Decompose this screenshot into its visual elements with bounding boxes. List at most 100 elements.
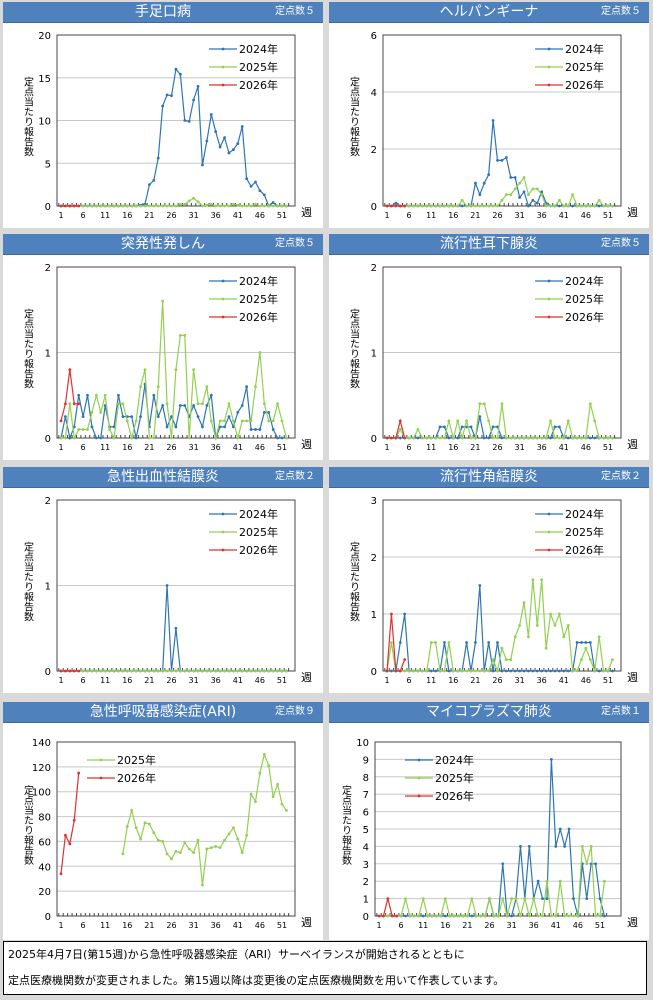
x-axis-label: 週 xyxy=(627,206,638,219)
data-point xyxy=(398,428,402,431)
legend-label: 2024年 xyxy=(565,507,604,521)
data-point xyxy=(285,669,288,673)
data-point xyxy=(285,808,288,812)
y-tick-label: 10 xyxy=(356,738,369,749)
data-point xyxy=(77,402,81,406)
data-point xyxy=(404,914,407,918)
x-tick-label: 21 xyxy=(462,921,472,930)
series-line xyxy=(386,613,406,672)
sites-count: 定点数５ xyxy=(601,238,641,249)
data-point xyxy=(201,883,204,887)
y-tick-label: 0 xyxy=(45,667,51,678)
data-point xyxy=(90,410,94,414)
data-point xyxy=(597,204,601,208)
plot-area xyxy=(56,741,296,917)
data-point xyxy=(390,669,393,673)
x-tick-label: 31 xyxy=(515,211,525,220)
data-point xyxy=(553,624,557,627)
x-axis-label: 週 xyxy=(301,671,312,684)
data-point xyxy=(451,669,455,673)
data-point xyxy=(249,184,253,188)
data-point xyxy=(443,204,446,208)
x-tick-label: 1 xyxy=(58,443,63,452)
data-point xyxy=(178,334,182,337)
data-point xyxy=(223,419,226,423)
y-tick-label: 6 xyxy=(371,31,377,42)
data-point xyxy=(390,612,393,616)
data-point xyxy=(117,393,120,397)
y-tick-label: 0 xyxy=(45,434,51,445)
data-point xyxy=(549,914,553,918)
data-point xyxy=(254,428,257,431)
data-point xyxy=(152,393,156,397)
x-tick-label: 6 xyxy=(81,921,86,930)
data-point xyxy=(143,669,147,673)
y-tick-label: 0 xyxy=(371,202,377,213)
series-line xyxy=(60,773,80,874)
x-tick-label: 26 xyxy=(166,443,176,452)
data-point xyxy=(562,436,566,440)
data-point xyxy=(522,436,526,440)
data-point xyxy=(452,914,456,918)
legend-label: 2026年 xyxy=(239,543,278,557)
data-point xyxy=(557,204,561,208)
data-point xyxy=(134,826,138,830)
sites-count: 定点数５ xyxy=(275,238,315,249)
data-point xyxy=(536,914,540,918)
data-point xyxy=(553,204,557,208)
data-point xyxy=(285,204,288,208)
data-point xyxy=(557,669,561,673)
data-point xyxy=(139,385,142,389)
data-point xyxy=(192,98,196,102)
data-point xyxy=(64,204,67,208)
x-tick-label: 51 xyxy=(595,921,605,930)
data-point xyxy=(557,436,561,440)
data-point xyxy=(584,436,588,440)
data-point xyxy=(522,176,526,179)
data-point xyxy=(461,914,465,918)
y-axis-label: 定点当たり報告数 xyxy=(22,784,34,866)
data-point xyxy=(407,669,411,673)
data-point xyxy=(478,402,482,406)
data-point xyxy=(152,204,156,208)
data-point xyxy=(174,849,178,853)
data-point xyxy=(478,204,482,208)
data-point xyxy=(588,436,592,440)
data-point xyxy=(240,419,244,423)
chart-title: マイコプラズマ肺炎 xyxy=(426,704,552,720)
data-point xyxy=(522,601,526,604)
legend-marker xyxy=(221,47,225,51)
data-point xyxy=(420,204,424,208)
data-point xyxy=(580,204,583,208)
plot-area xyxy=(382,34,622,207)
x-tick-label: 26 xyxy=(492,211,502,220)
data-point xyxy=(390,641,393,644)
data-point xyxy=(196,669,200,673)
x-tick-label: 41 xyxy=(233,211,243,220)
data-point xyxy=(580,845,584,848)
data-point xyxy=(390,204,393,208)
x-tick-label: 11 xyxy=(418,921,428,930)
x-axis-label: 週 xyxy=(301,206,312,219)
data-point xyxy=(214,669,218,673)
data-point xyxy=(456,204,460,208)
data-point xyxy=(522,669,526,673)
x-tick-label: 51 xyxy=(277,676,287,685)
data-point xyxy=(541,897,544,900)
data-point xyxy=(404,897,407,900)
y-tick-label: 20 xyxy=(38,31,51,42)
data-point xyxy=(597,669,601,673)
chart-header: 急性呼吸器感染症(ARI) 定点数９ xyxy=(3,702,323,723)
legend-label: 2026年 xyxy=(565,310,604,324)
data-point xyxy=(174,67,178,71)
legend-marker xyxy=(547,548,551,552)
data-point xyxy=(64,402,67,406)
data-point xyxy=(491,119,495,122)
sites-count: 定点数１ xyxy=(601,706,641,717)
y-tick-label: 2 xyxy=(371,263,377,274)
data-point xyxy=(258,771,262,775)
data-point xyxy=(535,624,539,627)
data-point xyxy=(209,113,213,116)
x-tick-label: 16 xyxy=(448,211,458,220)
data-point xyxy=(491,204,495,208)
